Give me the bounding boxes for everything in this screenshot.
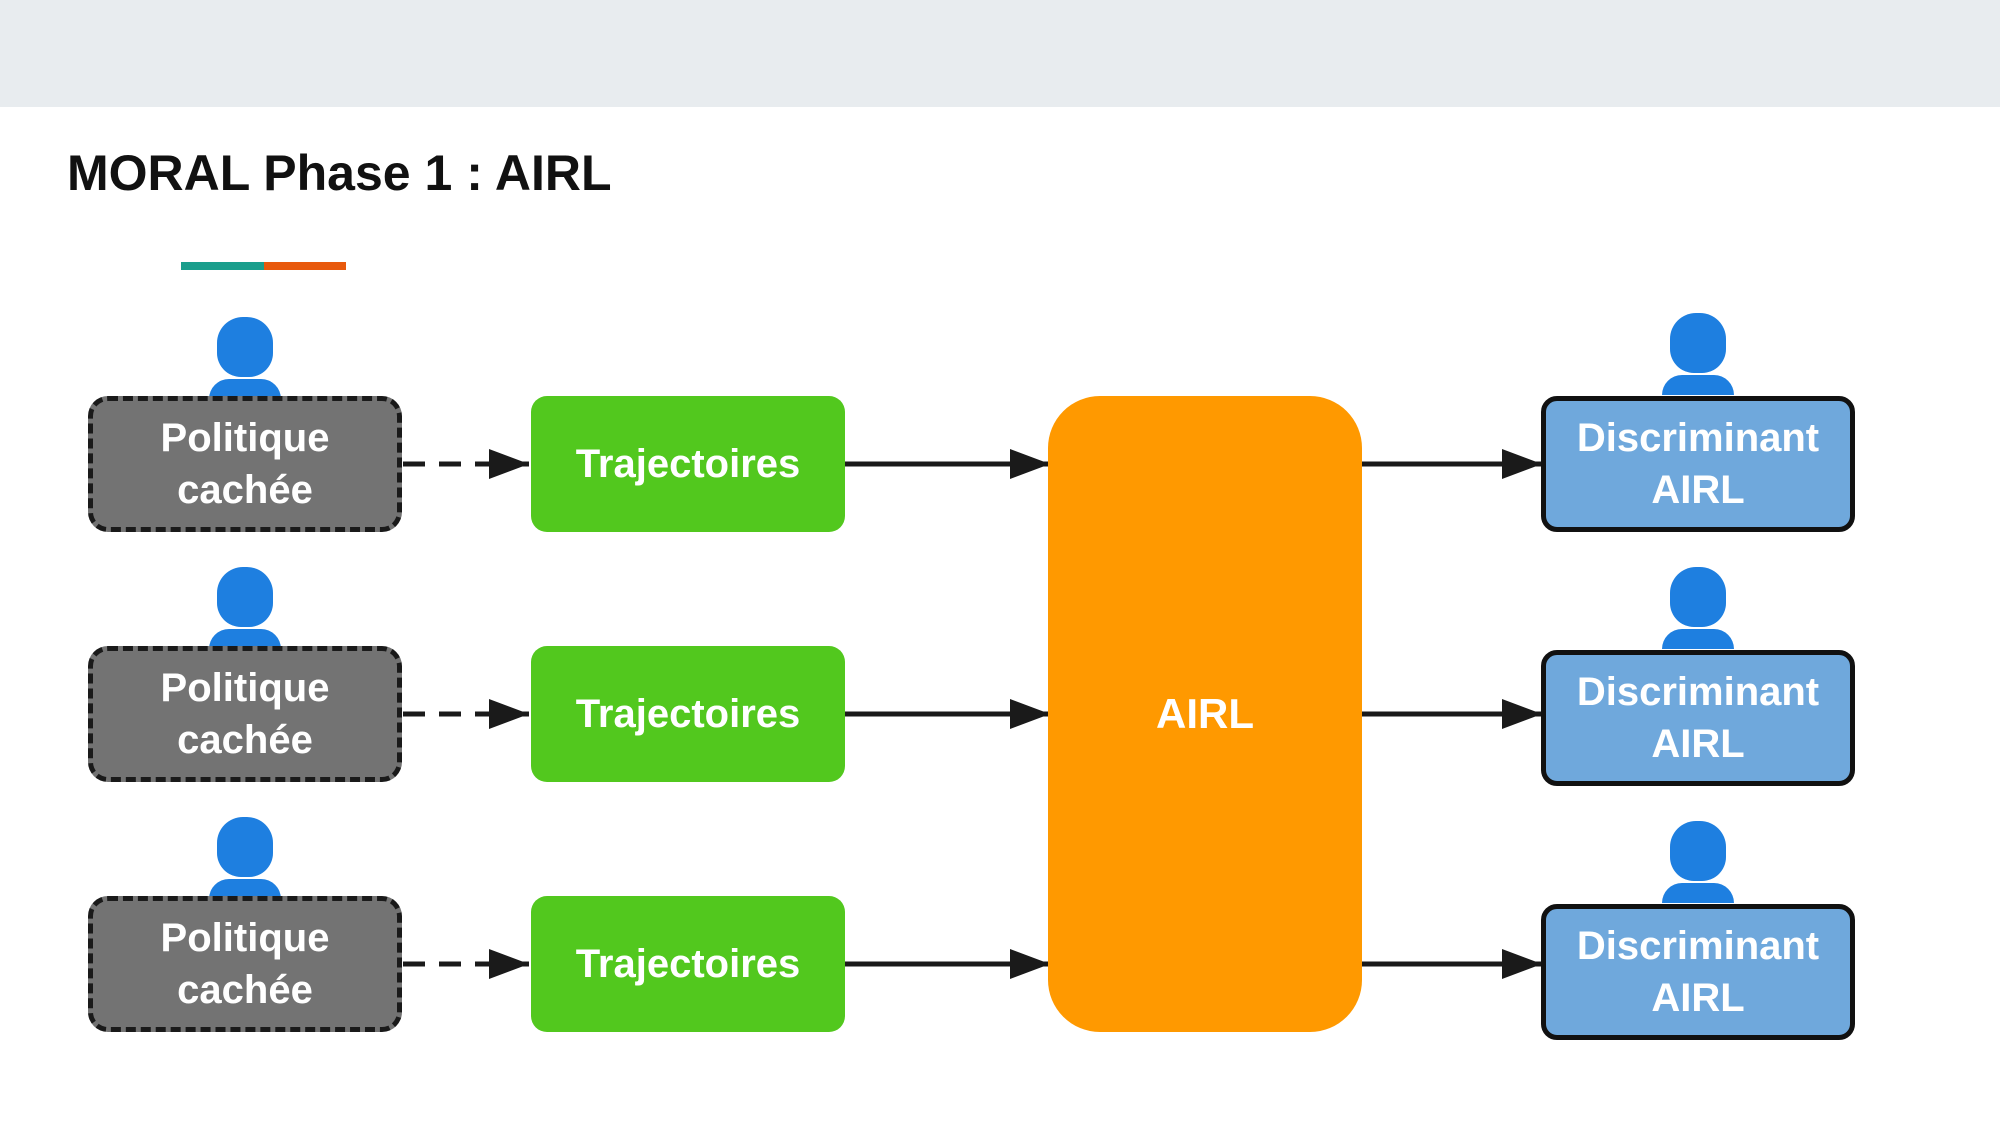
policy-box-1: Politique cachée <box>88 396 402 532</box>
airl-label: AIRL <box>1156 689 1254 737</box>
policy-box-2: Politique cachée <box>88 646 402 782</box>
discriminator-box-1: Discriminant AIRL <box>1541 396 1855 532</box>
trajectory-box-1: Trajectoires <box>531 396 845 532</box>
trajectory-label: Trajectoires <box>575 942 801 986</box>
title-accent-orange <box>264 262 346 270</box>
discriminator-label: Discriminant AIRL <box>1576 924 1820 1020</box>
person-icon <box>1662 821 1734 903</box>
policy-label: Politique cachée <box>160 666 330 762</box>
person-icon <box>209 567 281 649</box>
person-icon <box>1662 313 1734 395</box>
policy-label: Politique cachée <box>160 916 330 1012</box>
title-accent-teal <box>181 262 264 270</box>
trajectory-box-2: Trajectoires <box>531 646 845 782</box>
discriminator-label: Discriminant AIRL <box>1576 670 1820 766</box>
person-icon <box>209 817 281 899</box>
airl-box: AIRL <box>1048 396 1362 1032</box>
discriminator-label: Discriminant AIRL <box>1576 416 1820 512</box>
trajectory-box-3: Trajectoires <box>531 896 845 1032</box>
discriminator-box-3: Discriminant AIRL <box>1541 904 1855 1040</box>
trajectory-label: Trajectoires <box>575 442 801 486</box>
slide-title: MORAL Phase 1 : AIRL <box>67 145 612 201</box>
person-icon <box>209 317 281 399</box>
policy-box-3: Politique cachée <box>88 896 402 1032</box>
policy-label: Politique cachée <box>160 416 330 512</box>
top-band <box>0 0 2000 107</box>
trajectory-label: Trajectoires <box>575 692 801 736</box>
discriminator-box-2: Discriminant AIRL <box>1541 650 1855 786</box>
person-icon <box>1662 567 1734 649</box>
